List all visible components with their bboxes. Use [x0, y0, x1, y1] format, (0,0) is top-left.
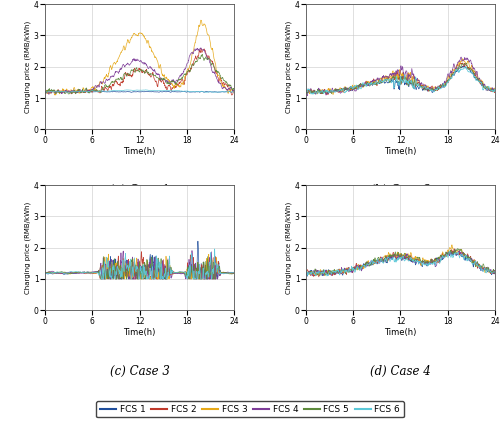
- X-axis label: Time(h): Time(h): [384, 147, 416, 156]
- Text: (a) Case 1: (a) Case 1: [110, 184, 170, 197]
- Y-axis label: Charging price (RMB/kWh): Charging price (RMB/kWh): [24, 21, 31, 113]
- Text: (b) Case 2: (b) Case 2: [370, 184, 431, 197]
- Text: (d) Case 4: (d) Case 4: [370, 365, 431, 378]
- X-axis label: Time(h): Time(h): [124, 147, 156, 156]
- Y-axis label: Charging price (RMB/kWh): Charging price (RMB/kWh): [24, 202, 31, 294]
- Y-axis label: Charging price (RMB/kWh): Charging price (RMB/kWh): [286, 202, 292, 294]
- X-axis label: Time(h): Time(h): [124, 328, 156, 337]
- Text: (c) Case 3: (c) Case 3: [110, 365, 170, 378]
- Legend: FCS 1, FCS 2, FCS 3, FCS 4, FCS 5, FCS 6: FCS 1, FCS 2, FCS 3, FCS 4, FCS 5, FCS 6: [96, 401, 404, 417]
- X-axis label: Time(h): Time(h): [384, 328, 416, 337]
- Y-axis label: Charging price (RMB/kWh): Charging price (RMB/kWh): [286, 21, 292, 113]
